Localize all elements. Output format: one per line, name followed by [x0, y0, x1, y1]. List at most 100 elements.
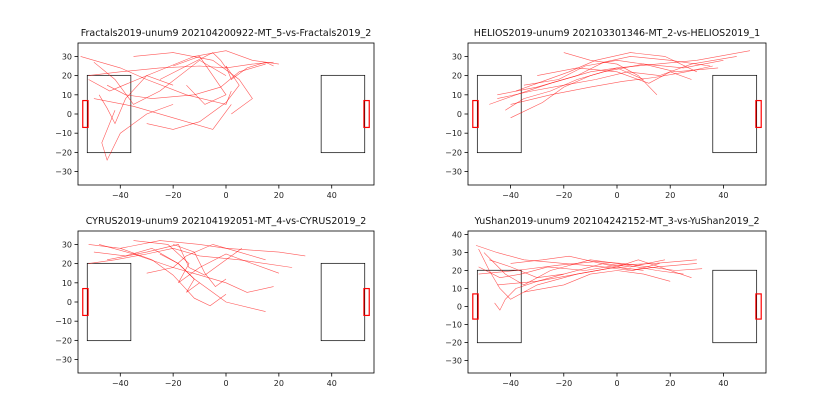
trajectory-line — [497, 56, 737, 99]
axes-frame — [467, 230, 767, 374]
y-tick-label: −20 — [55, 336, 72, 345]
trajectory-line — [510, 255, 660, 271]
x-tick-label: 20 — [665, 379, 675, 388]
right-penalty-area — [320, 74, 366, 154]
trajectories — [489, 50, 751, 119]
field-markings — [82, 74, 370, 154]
trajectory-line — [88, 61, 274, 76]
x-tick-label: −40 — [112, 379, 129, 388]
trajectory-line — [159, 52, 227, 80]
chart-title: HELIOS2019-unum9 202103301346-MT_2-vs-HE… — [474, 28, 760, 39]
y-tick-label: 10 — [62, 91, 72, 100]
y-tick-label: 40 — [452, 231, 462, 240]
x-tick-label: 20 — [274, 191, 284, 200]
x-tick-label: 0 — [614, 379, 619, 388]
trajectory-line — [225, 61, 274, 80]
trajectory-line — [88, 50, 279, 92]
left-goal — [82, 99, 89, 129]
trajectory-line — [478, 248, 644, 300]
trajectory-line — [159, 253, 266, 312]
right-goal — [363, 287, 370, 317]
x-tick-label: 40 — [327, 191, 337, 200]
y-tick-label: −10 — [445, 320, 462, 329]
trajectory-line — [146, 244, 266, 274]
y-tick-label: −30 — [55, 356, 72, 365]
trajectory-line — [523, 270, 671, 293]
left-goal — [82, 287, 89, 317]
trajectory-line — [107, 244, 243, 276]
x-tick-label: 40 — [718, 379, 728, 388]
x-tick-label: 0 — [614, 191, 619, 200]
y-tick-label: 30 — [452, 52, 462, 61]
x-tick-label: 40 — [718, 191, 728, 200]
left-penalty-area — [476, 74, 522, 154]
axes-frame — [77, 42, 375, 186]
x-tick-label: −40 — [112, 191, 129, 200]
left-goal — [472, 99, 479, 129]
trajectory-line — [88, 240, 306, 257]
y-tick-label: 0 — [457, 110, 462, 119]
y-tick-label: 0 — [67, 110, 72, 119]
left-penalty-area — [476, 269, 522, 344]
x-tick-label: 0 — [223, 379, 228, 388]
y-tick-label: 30 — [62, 52, 72, 61]
y-tick-label: −10 — [55, 317, 72, 326]
trajectory-line — [510, 65, 713, 105]
subplot-2: HELIOS2019-unum9 202103301346-MT_2-vs-HE… — [445, 28, 767, 200]
trajectory-line — [478, 259, 697, 279]
trajectory-line — [146, 65, 240, 130]
trajectory-line — [489, 50, 751, 105]
y-tick-label: 0 — [457, 302, 462, 311]
trajectory-line — [99, 244, 274, 293]
trajectory-line — [80, 56, 232, 105]
y-tick-label: −20 — [55, 148, 72, 157]
trajectory-line — [483, 252, 684, 286]
trajectory-line — [106, 63, 266, 99]
trajectories — [88, 240, 306, 312]
right-goal — [363, 99, 370, 129]
y-tick-label: −10 — [55, 129, 72, 138]
trajectory-line — [497, 259, 692, 286]
trajectory-line — [478, 261, 703, 275]
chart-title: CYRUS2019-unum9 202104192051-MT_4-vs-CYR… — [86, 216, 367, 227]
trajectories — [475, 245, 703, 311]
left-penalty-area — [86, 262, 132, 342]
trajectories — [80, 50, 279, 161]
trajectory-line — [475, 245, 697, 271]
x-tick-label: 20 — [274, 379, 284, 388]
trajectory-line — [537, 67, 692, 84]
y-tick-label: −30 — [445, 356, 462, 365]
chart-title: YuShan2019-unum9 202104242152-MT_3-vs-Yu… — [473, 216, 759, 227]
x-tick-label: −40 — [502, 379, 519, 388]
trajectory-line — [172, 244, 227, 288]
y-tick-label: −20 — [445, 338, 462, 347]
y-tick-label: 30 — [62, 240, 72, 249]
y-tick-label: 0 — [67, 298, 72, 307]
field-markings — [472, 74, 762, 154]
subplot-4: YuShan2019-unum9 202104242152-MT_3-vs-Yu… — [445, 216, 767, 388]
y-tick-label: −30 — [445, 168, 462, 177]
x-tick-label: −20 — [555, 379, 572, 388]
x-tick-label: −40 — [502, 191, 519, 200]
trajectory-line — [510, 67, 644, 119]
right-penalty-area — [712, 74, 758, 154]
trajectory-line — [133, 240, 280, 284]
trajectory-line — [88, 247, 293, 268]
trajectory-line — [133, 52, 253, 115]
y-tick-label: 30 — [452, 249, 462, 258]
subplot-1: Fractals2019-unum9 202104200922-MT_5-vs-… — [55, 28, 375, 200]
trajectory-line — [120, 248, 227, 307]
left-penalty-area — [86, 74, 132, 154]
trajectory-line — [494, 273, 564, 311]
trajectory-line — [101, 104, 174, 161]
y-tick-label: 20 — [452, 72, 462, 81]
right-penalty-area — [320, 262, 366, 342]
right-penalty-area — [712, 269, 758, 344]
right-goal — [755, 293, 762, 320]
field-markings — [82, 262, 370, 342]
subplot-3: CYRUS2019-unum9 202104192051-MT_4-vs-CYR… — [55, 216, 375, 388]
y-tick-label: 20 — [452, 267, 462, 276]
trajectory-line — [98, 75, 174, 125]
x-tick-label: 40 — [327, 379, 337, 388]
